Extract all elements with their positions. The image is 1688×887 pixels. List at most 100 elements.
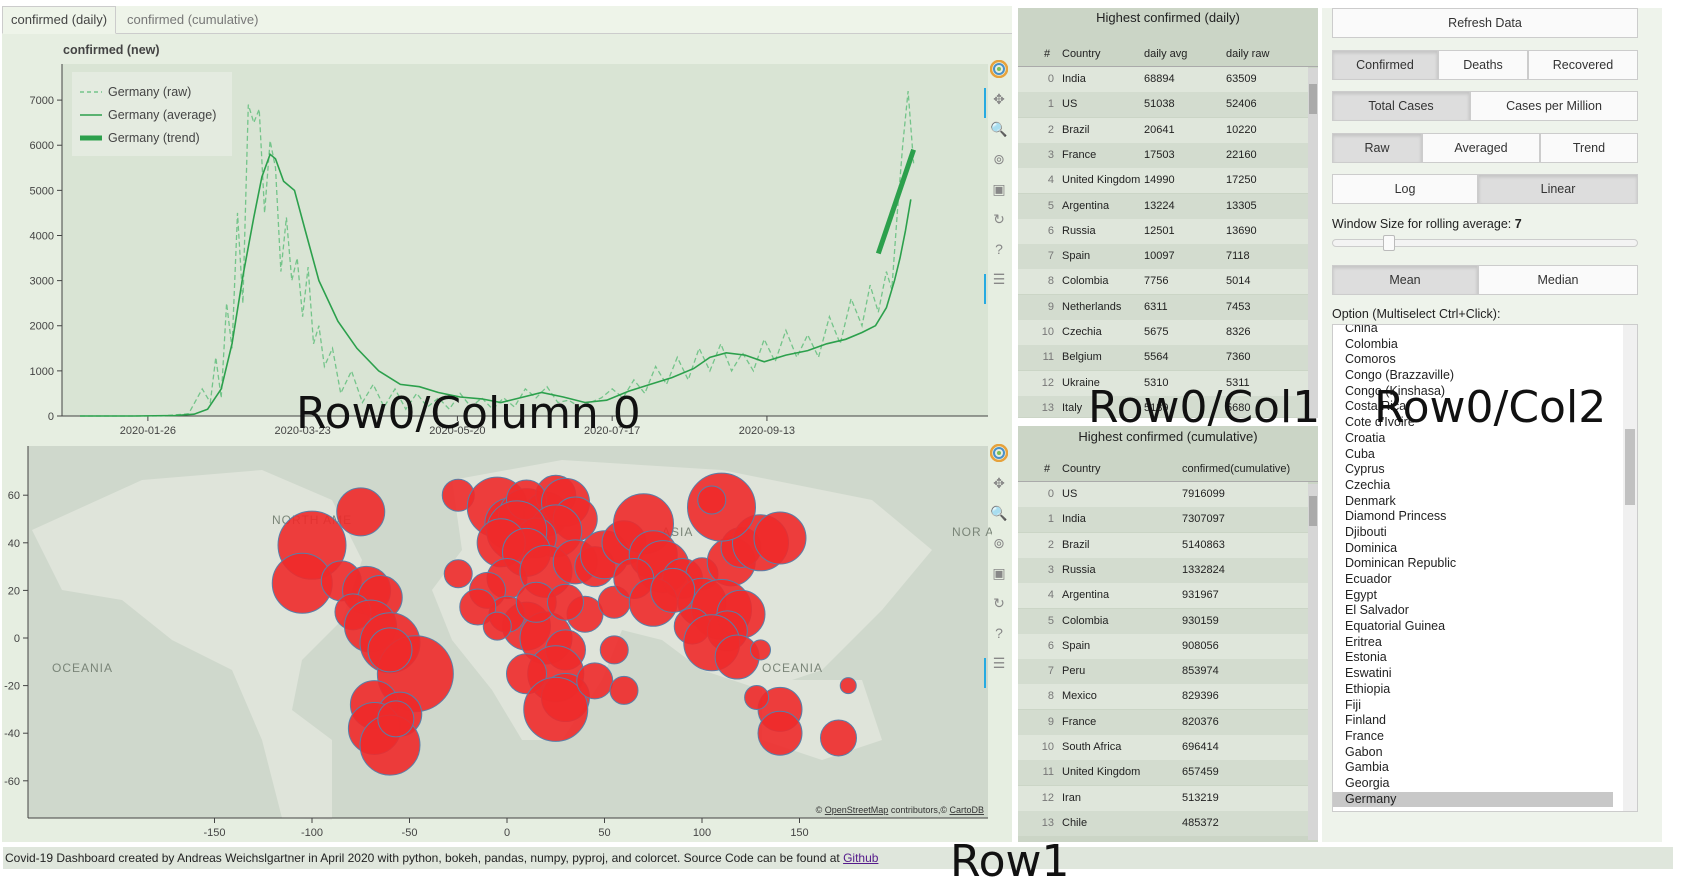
option-item[interactable]: Fiji [1333,698,1613,714]
option-item[interactable]: Egypt [1333,588,1613,604]
tab-confirmed-daily[interactable]: confirmed (daily) [2,6,116,34]
map-chart[interactable]: 60 40 20 0 -20 -40 -60 -150 -100 -50 0 50 100 150 NO… [2,440,992,840]
hover-tool-icon[interactable]: ☰ [988,268,1010,290]
table-row[interactable]: 10 South Africa 696414 [1018,735,1308,760]
table-row[interactable]: 10 Czechia 5675 8326 [1018,320,1308,345]
total-cases-button[interactable]: Total Cases [1332,91,1470,121]
map-bubble[interactable] [698,486,726,514]
option-item[interactable]: Eswatini [1333,666,1613,682]
table-row[interactable]: 3 France 17503 22160 [1018,143,1308,168]
map-bubble[interactable] [751,640,771,660]
attribution-carto-link[interactable]: CartoDB [949,805,984,815]
table-row[interactable]: 8 Colombia 7756 5014 [1018,269,1308,294]
table-row[interactable]: 7 Peru 853974 [1018,659,1308,684]
col-header-rank[interactable]: # [1044,48,1050,60]
table-row[interactable]: 9 Netherlands 6311 7453 [1018,295,1308,320]
option-item[interactable]: Equatorial Guinea [1333,619,1613,635]
table-row[interactable]: 2 Brazil 5140863 [1018,533,1308,558]
save-icon[interactable]: ▣ [988,178,1010,200]
col-header-daily-avg[interactable]: daily avg [1144,48,1187,60]
option-item[interactable]: El Salvador [1333,603,1613,619]
map-bubble[interactable] [483,612,511,640]
option-scrollbar[interactable] [1623,325,1637,811]
scrollbar-thumb[interactable] [1625,429,1635,505]
refresh-data-button[interactable]: Refresh Data [1332,8,1638,38]
option-item[interactable]: Diamond Princess [1333,509,1613,525]
line-chart[interactable]: confirmed (new) 0 1000 2000 3000 4000 5000 600… [2,34,1012,434]
attribution-osm-link[interactable]: OpenStreetMap [825,805,889,815]
reset-icon[interactable]: ↻ [988,592,1010,614]
option-item[interactable]: Georgia [1333,776,1613,792]
scrollbar-thumb[interactable] [1309,84,1317,114]
daily-table-scrollbar[interactable] [1308,68,1318,418]
map-bubble[interactable] [337,488,385,536]
table-row[interactable]: 6 Spain 908056 [1018,634,1308,659]
cumulative-table-scrollbar[interactable] [1308,484,1318,840]
table-row[interactable]: 4 United Kingdom 14990 17250 [1018,168,1308,193]
option-item[interactable]: Djibouti [1333,525,1613,541]
table-row[interactable]: 9 France 820376 [1018,710,1308,735]
option-item[interactable]: Eritrea [1333,635,1613,651]
map-bubble[interactable] [821,720,857,756]
map-bubble[interactable] [610,676,638,704]
table-row[interactable]: 0 US 7916099 [1018,482,1308,507]
help-icon[interactable]: ? [988,622,1010,644]
option-item[interactable]: Germany [1333,792,1613,808]
trend-button[interactable]: Trend [1540,133,1638,163]
table-row[interactable]: 1 US 51038 52406 [1018,92,1308,117]
map-bubble[interactable] [600,636,628,664]
table-row[interactable]: 8 Mexico 829396 [1018,684,1308,709]
github-link[interactable]: Github [843,851,878,865]
option-item[interactable]: Colombia [1333,337,1613,353]
mean-button[interactable]: Mean [1332,265,1478,295]
help-icon[interactable]: ? [988,238,1010,260]
table-row[interactable]: 3 Russia 1332824 [1018,558,1308,583]
scrollbar-thumb[interactable] [1309,496,1317,526]
median-button[interactable]: Median [1478,265,1638,295]
raw-button[interactable]: Raw [1332,133,1422,163]
map-bubble[interactable] [715,635,759,679]
option-item[interactable]: Denmark [1333,494,1613,510]
table-row[interactable]: 6 Russia 12501 13690 [1018,219,1308,244]
map-bubble[interactable] [758,711,802,755]
table-row[interactable]: 2 Brazil 20641 10220 [1018,118,1308,143]
table-row[interactable]: 1 India 7307097 [1018,507,1308,532]
col-header-daily-raw[interactable]: daily raw [1226,48,1269,60]
table-row[interactable]: 13 Chile 485372 [1018,811,1308,836]
metric-deaths-button[interactable]: Deaths [1438,50,1528,80]
map-bubble[interactable] [444,560,472,588]
option-item[interactable]: Czechia [1333,478,1613,494]
metric-recovered-button[interactable]: Recovered [1528,50,1638,80]
metric-confirmed-button[interactable]: Confirmed [1332,50,1438,80]
save-icon[interactable]: ▣ [988,562,1010,584]
zoom-tool-icon[interactable]: 🔍 [988,502,1010,524]
option-item[interactable]: Ethiopia [1333,682,1613,698]
pan-tool-icon[interactable]: ✥ [988,88,1010,110]
map-bubble[interactable] [651,568,695,612]
cases-per-million-button[interactable]: Cases per Million [1470,91,1638,121]
map-bubble[interactable] [378,701,414,737]
wheel-zoom-icon[interactable]: ⊚ [988,148,1010,170]
map-bubble[interactable] [754,512,806,564]
tab-confirmed-cumulative[interactable]: confirmed (cumulative) [118,6,268,34]
option-item[interactable]: Cuba [1333,447,1613,463]
option-item[interactable]: Croatia [1333,431,1613,447]
pan-tool-icon[interactable]: ✥ [988,472,1010,494]
table-row[interactable]: 4 Argentina 931967 [1018,583,1308,608]
zoom-tool-icon[interactable]: 🔍 [988,118,1010,140]
table-row[interactable]: 12 Iran 513219 [1018,786,1308,811]
table-row[interactable]: 5 Colombia 930159 [1018,609,1308,634]
col-header-rank[interactable]: # [1044,463,1050,475]
option-item[interactable]: France [1333,729,1613,745]
option-item[interactable]: Finland [1333,713,1613,729]
reset-icon[interactable]: ↻ [988,208,1010,230]
table-row[interactable]: 5 Argentina 13224 13305 [1018,194,1308,219]
option-item[interactable]: Gabon [1333,745,1613,761]
wheel-zoom-icon[interactable]: ⊚ [988,532,1010,554]
option-item[interactable]: Dominican Republic [1333,556,1613,572]
map-bubble[interactable] [368,628,412,672]
option-item[interactable]: Estonia [1333,650,1613,666]
table-row[interactable]: 0 India 68894 63509 [1018,67,1308,92]
averaged-button[interactable]: Averaged [1422,133,1540,163]
slider-handle[interactable] [1383,235,1395,251]
